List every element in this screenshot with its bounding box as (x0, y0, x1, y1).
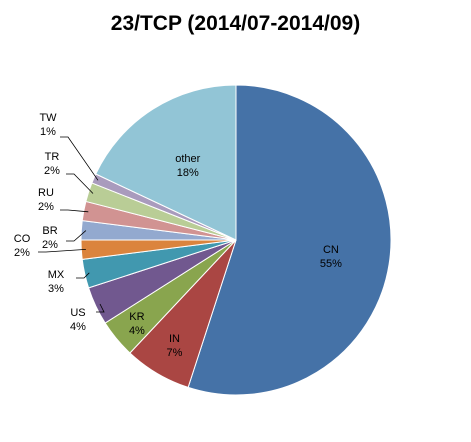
slice-value-cn: 55% (320, 258, 342, 270)
pie-slice-cn (187, 84, 392, 396)
slice-label-tr: TR (45, 151, 60, 163)
leader-lines (38, 136, 105, 313)
leader-line-ru (60, 209, 89, 213)
slice-value-us: 4% (70, 321, 86, 333)
leader-line-mx (76, 272, 90, 279)
slice-label-cn: CN (323, 244, 339, 256)
leader-line-us (96, 303, 105, 313)
slice-value-tr: 2% (44, 165, 60, 177)
leader-line-co (38, 249, 86, 253)
slice-value-kr: 4% (129, 325, 145, 337)
chart-title: 23/TCP (2014/07-2014/09) (110, 12, 361, 35)
slice-label-mx: MX (48, 269, 65, 281)
pie-slices (80, 84, 392, 396)
slice-value-br: 2% (42, 239, 58, 251)
pie-slice-other (95, 84, 237, 241)
slice-label-co: CO (14, 233, 31, 245)
leader-line-tr (66, 173, 94, 194)
slice-label-br: BR (42, 225, 57, 237)
slice-label-in: IN (169, 333, 180, 345)
slice-label-kr: KR (129, 311, 144, 323)
leader-line-tw (60, 136, 99, 181)
slice-value-mx: 3% (48, 283, 64, 295)
leader-line-br (66, 230, 87, 242)
slice-label-other: other (175, 153, 200, 165)
slice-label-tw: TW (39, 112, 57, 124)
slice-label-us: US (70, 307, 85, 319)
slice-value-tw: 1% (40, 126, 56, 138)
slice-value-co: 2% (14, 247, 30, 259)
slice-value-other: 18% (177, 167, 199, 179)
slice-label-ru: RU (38, 187, 54, 199)
slice-labels: CN 55% IN 7% KR 4% US 4% MX 3% CO 2% BR 2% RU 2% TR 2% TW 1… (14, 112, 342, 359)
slice-value-in: 7% (167, 347, 183, 359)
slice-value-ru: 2% (38, 201, 54, 213)
